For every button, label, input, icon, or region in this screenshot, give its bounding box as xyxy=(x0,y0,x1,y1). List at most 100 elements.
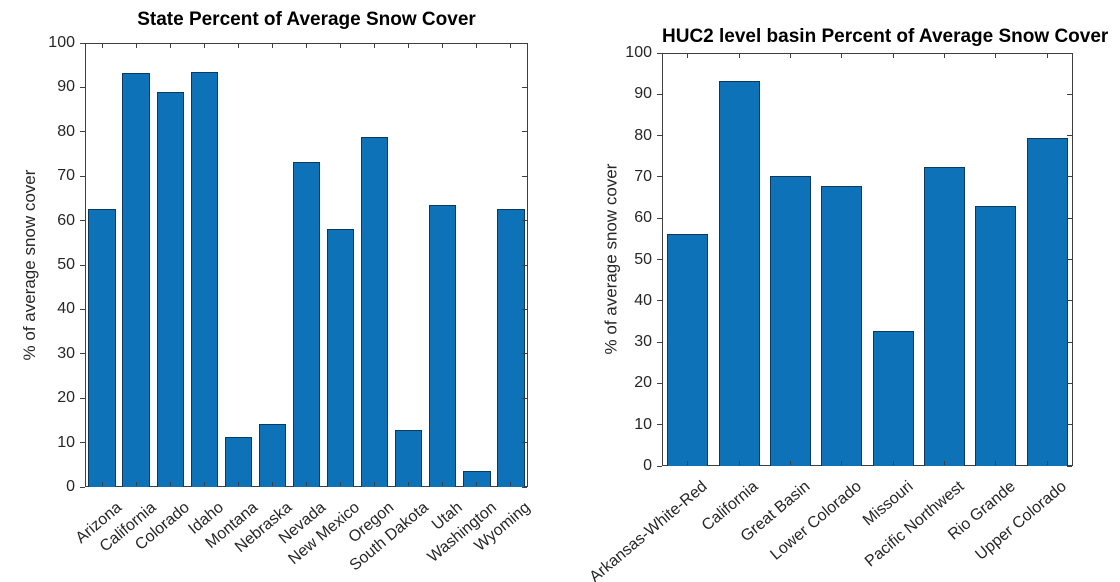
y-tick-label: 50 xyxy=(57,256,75,273)
bar-arizona xyxy=(88,208,116,487)
x-axis-tick xyxy=(340,482,342,486)
y-axis-tick-right xyxy=(522,353,527,355)
bar-south-dakota xyxy=(395,429,423,487)
x-axis-tick-top xyxy=(687,54,689,58)
bar-utah xyxy=(429,205,457,487)
y-tick-label: 90 xyxy=(634,85,652,103)
x-axis-tick xyxy=(203,482,205,486)
y-tick-label: 10 xyxy=(57,433,75,451)
x-axis-tick xyxy=(687,461,689,465)
y-axis-tick xyxy=(80,486,85,488)
x-axis-tick xyxy=(237,482,239,486)
x-axis-tick-top xyxy=(476,44,478,48)
y-axis-tick-right xyxy=(1067,135,1072,137)
y-axis-tick xyxy=(80,264,85,266)
bar-great-basin xyxy=(769,176,811,466)
y-tick-label: 100 xyxy=(48,34,75,51)
y-axis-tick xyxy=(657,424,662,426)
x-axis-tick xyxy=(169,482,171,486)
y-axis-tick xyxy=(657,52,662,54)
x-axis-tick-top xyxy=(510,44,512,48)
x-axis-tick xyxy=(135,482,137,486)
x-axis-tick-top xyxy=(340,44,342,48)
bar-nevada xyxy=(292,161,321,487)
x-axis-tick xyxy=(1046,461,1048,465)
bar-new-mexico xyxy=(326,229,355,487)
y-axis-tick-right xyxy=(1067,341,1072,343)
x-axis-tick-top xyxy=(306,44,307,48)
y-axis-tick-right xyxy=(522,486,527,488)
y-axis-tick xyxy=(80,308,85,310)
x-axis-tick xyxy=(789,461,791,465)
bar-montana xyxy=(224,437,252,487)
y-axis-tick xyxy=(80,42,85,44)
y-tick-label: 60 xyxy=(57,211,75,229)
y-axis-tick xyxy=(657,93,662,95)
x-axis-tick-top xyxy=(944,54,946,58)
y-axis-tick-right xyxy=(522,442,527,444)
bar-rio-grande xyxy=(975,205,1017,466)
y-axis-tick-right xyxy=(1067,465,1072,467)
y-axis-tick xyxy=(657,176,662,178)
y-axis-tick-right xyxy=(1067,217,1072,219)
bar-missouri xyxy=(872,331,914,466)
y-axis-tick xyxy=(80,220,85,222)
y-axis-tick xyxy=(657,300,662,302)
y-axis-tick-right xyxy=(1067,300,1072,302)
bar-wyoming xyxy=(497,208,525,487)
x-axis-tick-top xyxy=(1046,54,1048,58)
y-axis-tick-right xyxy=(522,42,527,44)
x-axis-tick xyxy=(408,482,410,486)
y-axis-tick xyxy=(80,442,85,444)
x-axis-tick xyxy=(944,461,946,465)
y-axis-tick-right xyxy=(522,86,527,88)
x-axis-tick-top xyxy=(841,54,843,58)
bar-upper-colorado xyxy=(1026,137,1068,466)
y-tick-label: 0 xyxy=(643,457,652,474)
bar-colorado xyxy=(156,91,184,487)
y-axis-tick xyxy=(80,397,85,399)
y-axis-tick xyxy=(80,353,85,355)
x-axis-tick-top xyxy=(789,54,791,58)
x-axis-tick-top xyxy=(237,44,239,48)
state-chart-title: State Percent of Average Snow Cover xyxy=(137,9,476,30)
huc2-chart-plot-area xyxy=(662,53,1073,466)
bar-oregon xyxy=(361,136,389,487)
x-axis-tick xyxy=(442,482,444,486)
x-axis-tick-top xyxy=(738,54,740,58)
x-axis-tick xyxy=(306,482,307,486)
y-tick-label: 30 xyxy=(57,344,75,362)
bar-pacific-northwest xyxy=(924,167,966,466)
y-tick-label: 80 xyxy=(57,122,75,140)
y-axis-tick xyxy=(80,86,85,88)
bar-idaho xyxy=(190,71,218,487)
y-axis-tick-right xyxy=(522,131,527,133)
x-axis-tick xyxy=(271,482,273,486)
bar-washington xyxy=(463,470,491,487)
y-axis-tick-right xyxy=(522,397,527,399)
x-axis-tick-top xyxy=(101,44,103,48)
x-axis-tick-top xyxy=(203,44,205,48)
y-axis-tick-right xyxy=(1067,93,1072,95)
huc2-chart-title: HUC2 level basin Percent of Average Snow… xyxy=(662,26,1109,47)
y-tick-label: 70 xyxy=(634,167,652,185)
y-tick-label: 20 xyxy=(57,389,75,407)
y-tick-label: 0 xyxy=(66,478,75,495)
x-axis-tick xyxy=(995,461,997,465)
x-tick-label-text: Upper Colorado xyxy=(972,478,1071,564)
y-axis-tick xyxy=(657,259,662,260)
y-tick-label: 60 xyxy=(634,209,652,227)
x-axis-tick xyxy=(101,482,103,486)
y-axis-tick-right xyxy=(522,175,527,177)
y-axis-tick xyxy=(80,131,85,133)
y-axis-tick-right xyxy=(522,220,527,222)
y-axis-tick-right xyxy=(522,308,527,310)
x-axis-tick xyxy=(738,461,740,465)
y-tick-label: 30 xyxy=(634,333,652,351)
y-axis-tick xyxy=(657,382,662,384)
x-axis-tick-top xyxy=(442,44,444,48)
x-axis-tick-top xyxy=(995,54,997,58)
y-tick-label: 90 xyxy=(57,78,75,96)
